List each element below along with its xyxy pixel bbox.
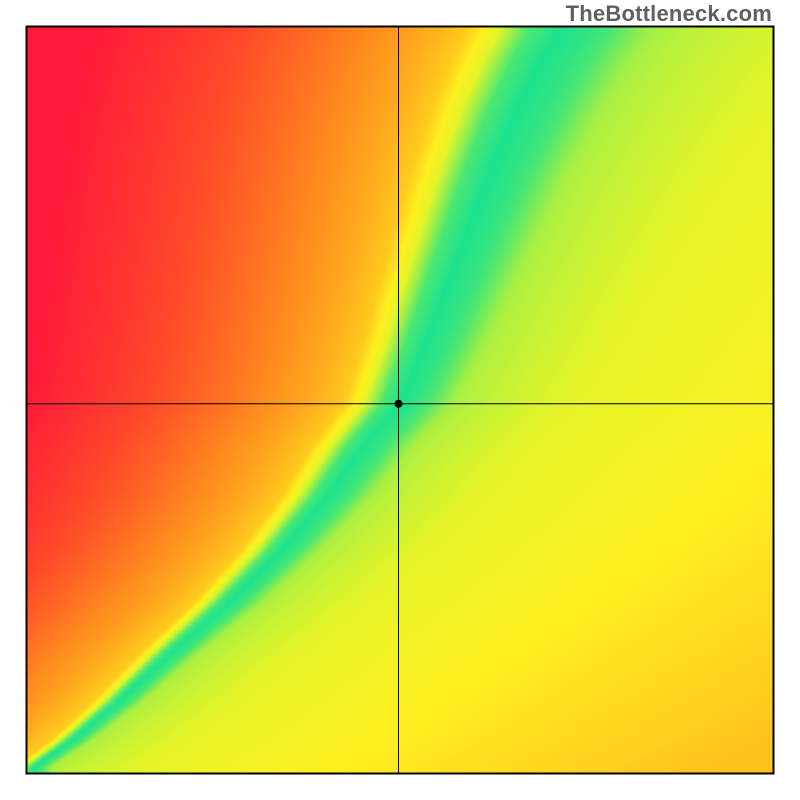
heatmap-container: { "chart": { "type": "heatmap", "width":… [0, 0, 800, 800]
watermark-text: TheBottleneck.com [566, 1, 772, 27]
bottleneck-heatmap [0, 0, 800, 800]
